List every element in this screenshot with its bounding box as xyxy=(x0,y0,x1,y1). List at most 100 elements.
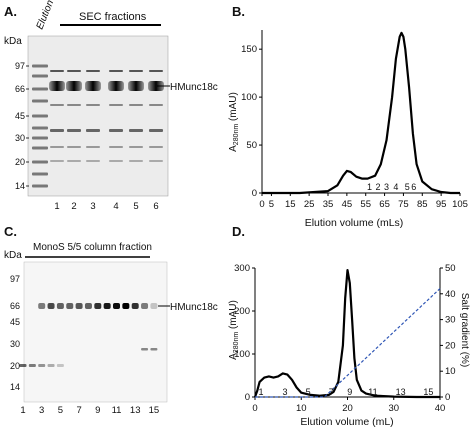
chart-b-x-tick-label: 25 xyxy=(304,199,315,210)
chart-d-y2-tick-label: 50 xyxy=(445,263,456,274)
chart-b-ylabel-tail: (mAU) xyxy=(228,92,239,124)
gel-c-main-band xyxy=(38,303,46,309)
chart-d-ylabel-main: A xyxy=(228,353,239,360)
chart-d-x-tick-label: 20 xyxy=(342,403,353,414)
gel-c-marker-label: 30 xyxy=(10,339,20,349)
gel-c-header-label: MonoS 5/5 column fraction xyxy=(33,242,152,253)
gel-c-lane-label: 1 xyxy=(20,405,25,416)
gel-a-minor-band xyxy=(67,160,81,162)
chart-d-plot: 1 3 5 7 9 11 13 15 xyxy=(253,269,441,399)
gel-a-minor-band xyxy=(50,160,64,162)
gel-a-image xyxy=(27,35,169,197)
gel-a-minor-band xyxy=(67,129,81,132)
gel-a-ladder-band xyxy=(32,146,48,150)
gel-a-minor-band xyxy=(109,146,123,148)
gel-c-marker-labels: 97 66 45 30 20 14 xyxy=(10,274,20,392)
gel-c-lane-label: 5 xyxy=(58,405,63,416)
chart-d-y-tick-label: 100 xyxy=(234,349,250,360)
chart-d-x-tick-label: 40 xyxy=(435,403,446,414)
gel-a-ladder-band xyxy=(32,136,48,140)
chart-d-y2-tick-label: 10 xyxy=(445,366,456,377)
gel-a-main-band xyxy=(128,81,144,91)
gel-c-main-band xyxy=(141,303,149,309)
panel-c-gel: C. kDa MonoS 5/5 column fraction 9766453… xyxy=(4,224,218,416)
gel-a-ladder-band xyxy=(32,184,48,188)
gel-c-main-band xyxy=(66,303,74,309)
gel-a-band-label: HMunc18c xyxy=(170,82,218,93)
chart-d-y2-tick-label: 30 xyxy=(445,315,456,326)
gel-a-lane-label: 5 xyxy=(133,201,138,212)
chart-d-fraction-label: 3 xyxy=(283,387,288,397)
gel-a-ladder-band xyxy=(32,114,48,118)
gel-c-kda-label: kDa xyxy=(4,250,22,261)
gel-c-image xyxy=(23,261,168,403)
chart-d-x-axis-label: Elution volume (mL) xyxy=(300,416,393,428)
chart-b-x-axis-label: Elution volume (mLs) xyxy=(305,217,404,229)
chart-d-y2-tick-label: 20 xyxy=(445,340,456,351)
gel-a-minor-band xyxy=(50,146,64,148)
gel-a-marker-label: 45 xyxy=(15,111,25,121)
chart-d-y-tick-label: 200 xyxy=(234,306,250,317)
chart-b-fraction-label: 1 xyxy=(367,182,372,192)
gel-c-main-band xyxy=(131,303,139,309)
gel-a-marker-label: 20 xyxy=(15,157,25,167)
gel-c-lane-label: 9 xyxy=(95,405,100,416)
gel-a-ladder-band xyxy=(32,160,48,164)
gel-c-lane-label: 7 xyxy=(76,405,81,416)
gel-a-ladder-band xyxy=(32,172,48,176)
chart-d-y-tick-label: 0 xyxy=(245,392,250,403)
chart-b-ylabel-sub: 280nm xyxy=(233,124,240,146)
chart-d-ylabel-sub: 280nm xyxy=(233,332,240,354)
gel-a-lane-label: 2 xyxy=(71,201,76,212)
gel-a-minor-band xyxy=(149,104,163,106)
chart-b-y-tick-label: 50 xyxy=(246,140,257,151)
gel-c-lane-labels: 1 3 5 7 9 11 13 15 xyxy=(20,405,159,416)
svg-text:A280nm (mAU): A280nm (mAU) xyxy=(228,92,240,152)
gel-c-low-band xyxy=(28,364,36,367)
gel-a-main-band xyxy=(66,81,82,91)
chart-d-y-axis-label: A280nm (mAU) xyxy=(228,300,240,360)
panel-d-letter: D. xyxy=(232,224,245,239)
gel-c-main-band xyxy=(94,303,102,309)
chart-d: D. A280nm (mAU) Salt gradient (%) 010020… xyxy=(228,224,470,428)
chart-d-fraction-label: 7 xyxy=(329,387,334,397)
gel-c-lane-label: 15 xyxy=(149,405,160,416)
chart-b-x-tick-label: 65 xyxy=(379,199,390,210)
gel-a-marker-label: 30 xyxy=(15,133,25,143)
gel-a-lane-label: 4 xyxy=(113,201,118,212)
gel-a-main-band xyxy=(49,81,65,91)
gel-a-marker-label: 14 xyxy=(15,181,25,191)
chart-b-x-tick-label: 0 xyxy=(259,199,264,210)
gel-a-marker-labels: 97 66 45 30 20 14 xyxy=(15,61,29,191)
gel-a-kda-label: kDa xyxy=(4,36,22,47)
gel-a-ladder-band xyxy=(32,87,48,91)
gel-c-marker-label: 66 xyxy=(10,301,20,311)
chart-d-x-tick-label: 30 xyxy=(388,403,399,414)
gel-a-sec-label: SEC fractions xyxy=(79,11,147,23)
panel-b-letter: B. xyxy=(232,4,245,19)
gel-c-main-band xyxy=(122,303,130,309)
chart-b-y-tick-label: 100 xyxy=(241,92,257,103)
chart-d-y2-tick-label: 40 xyxy=(445,289,456,300)
gel-c-main-band xyxy=(113,303,120,309)
gel-a-ladder-band xyxy=(32,64,48,68)
gel-c-low-band xyxy=(47,364,55,367)
gel-a-minor-band xyxy=(109,104,123,106)
gel-a-lane-label: 3 xyxy=(90,201,95,212)
gel-a-minor-band xyxy=(149,146,163,148)
gel-c-lane-label: 11 xyxy=(112,405,122,416)
gel-c-lane-label: 3 xyxy=(39,405,44,416)
chart-b-x-tick-label: 85 xyxy=(417,199,428,210)
gel-c-marker-label: 20 xyxy=(10,361,20,371)
gel-c-low-band xyxy=(141,348,149,351)
gel-a-minor-band xyxy=(67,104,81,106)
gel-a-minor-band xyxy=(86,160,100,162)
gel-a-minor-band xyxy=(109,160,123,162)
chart-b-ylabel-main: A xyxy=(228,145,239,152)
gel-a-main-band xyxy=(108,81,124,91)
chart-d-absorbance-line xyxy=(253,269,440,399)
gel-c-main-band xyxy=(75,303,83,309)
gel-c-lane-label: 13 xyxy=(130,405,141,416)
chart-d-fraction-label: 5 xyxy=(306,387,311,397)
